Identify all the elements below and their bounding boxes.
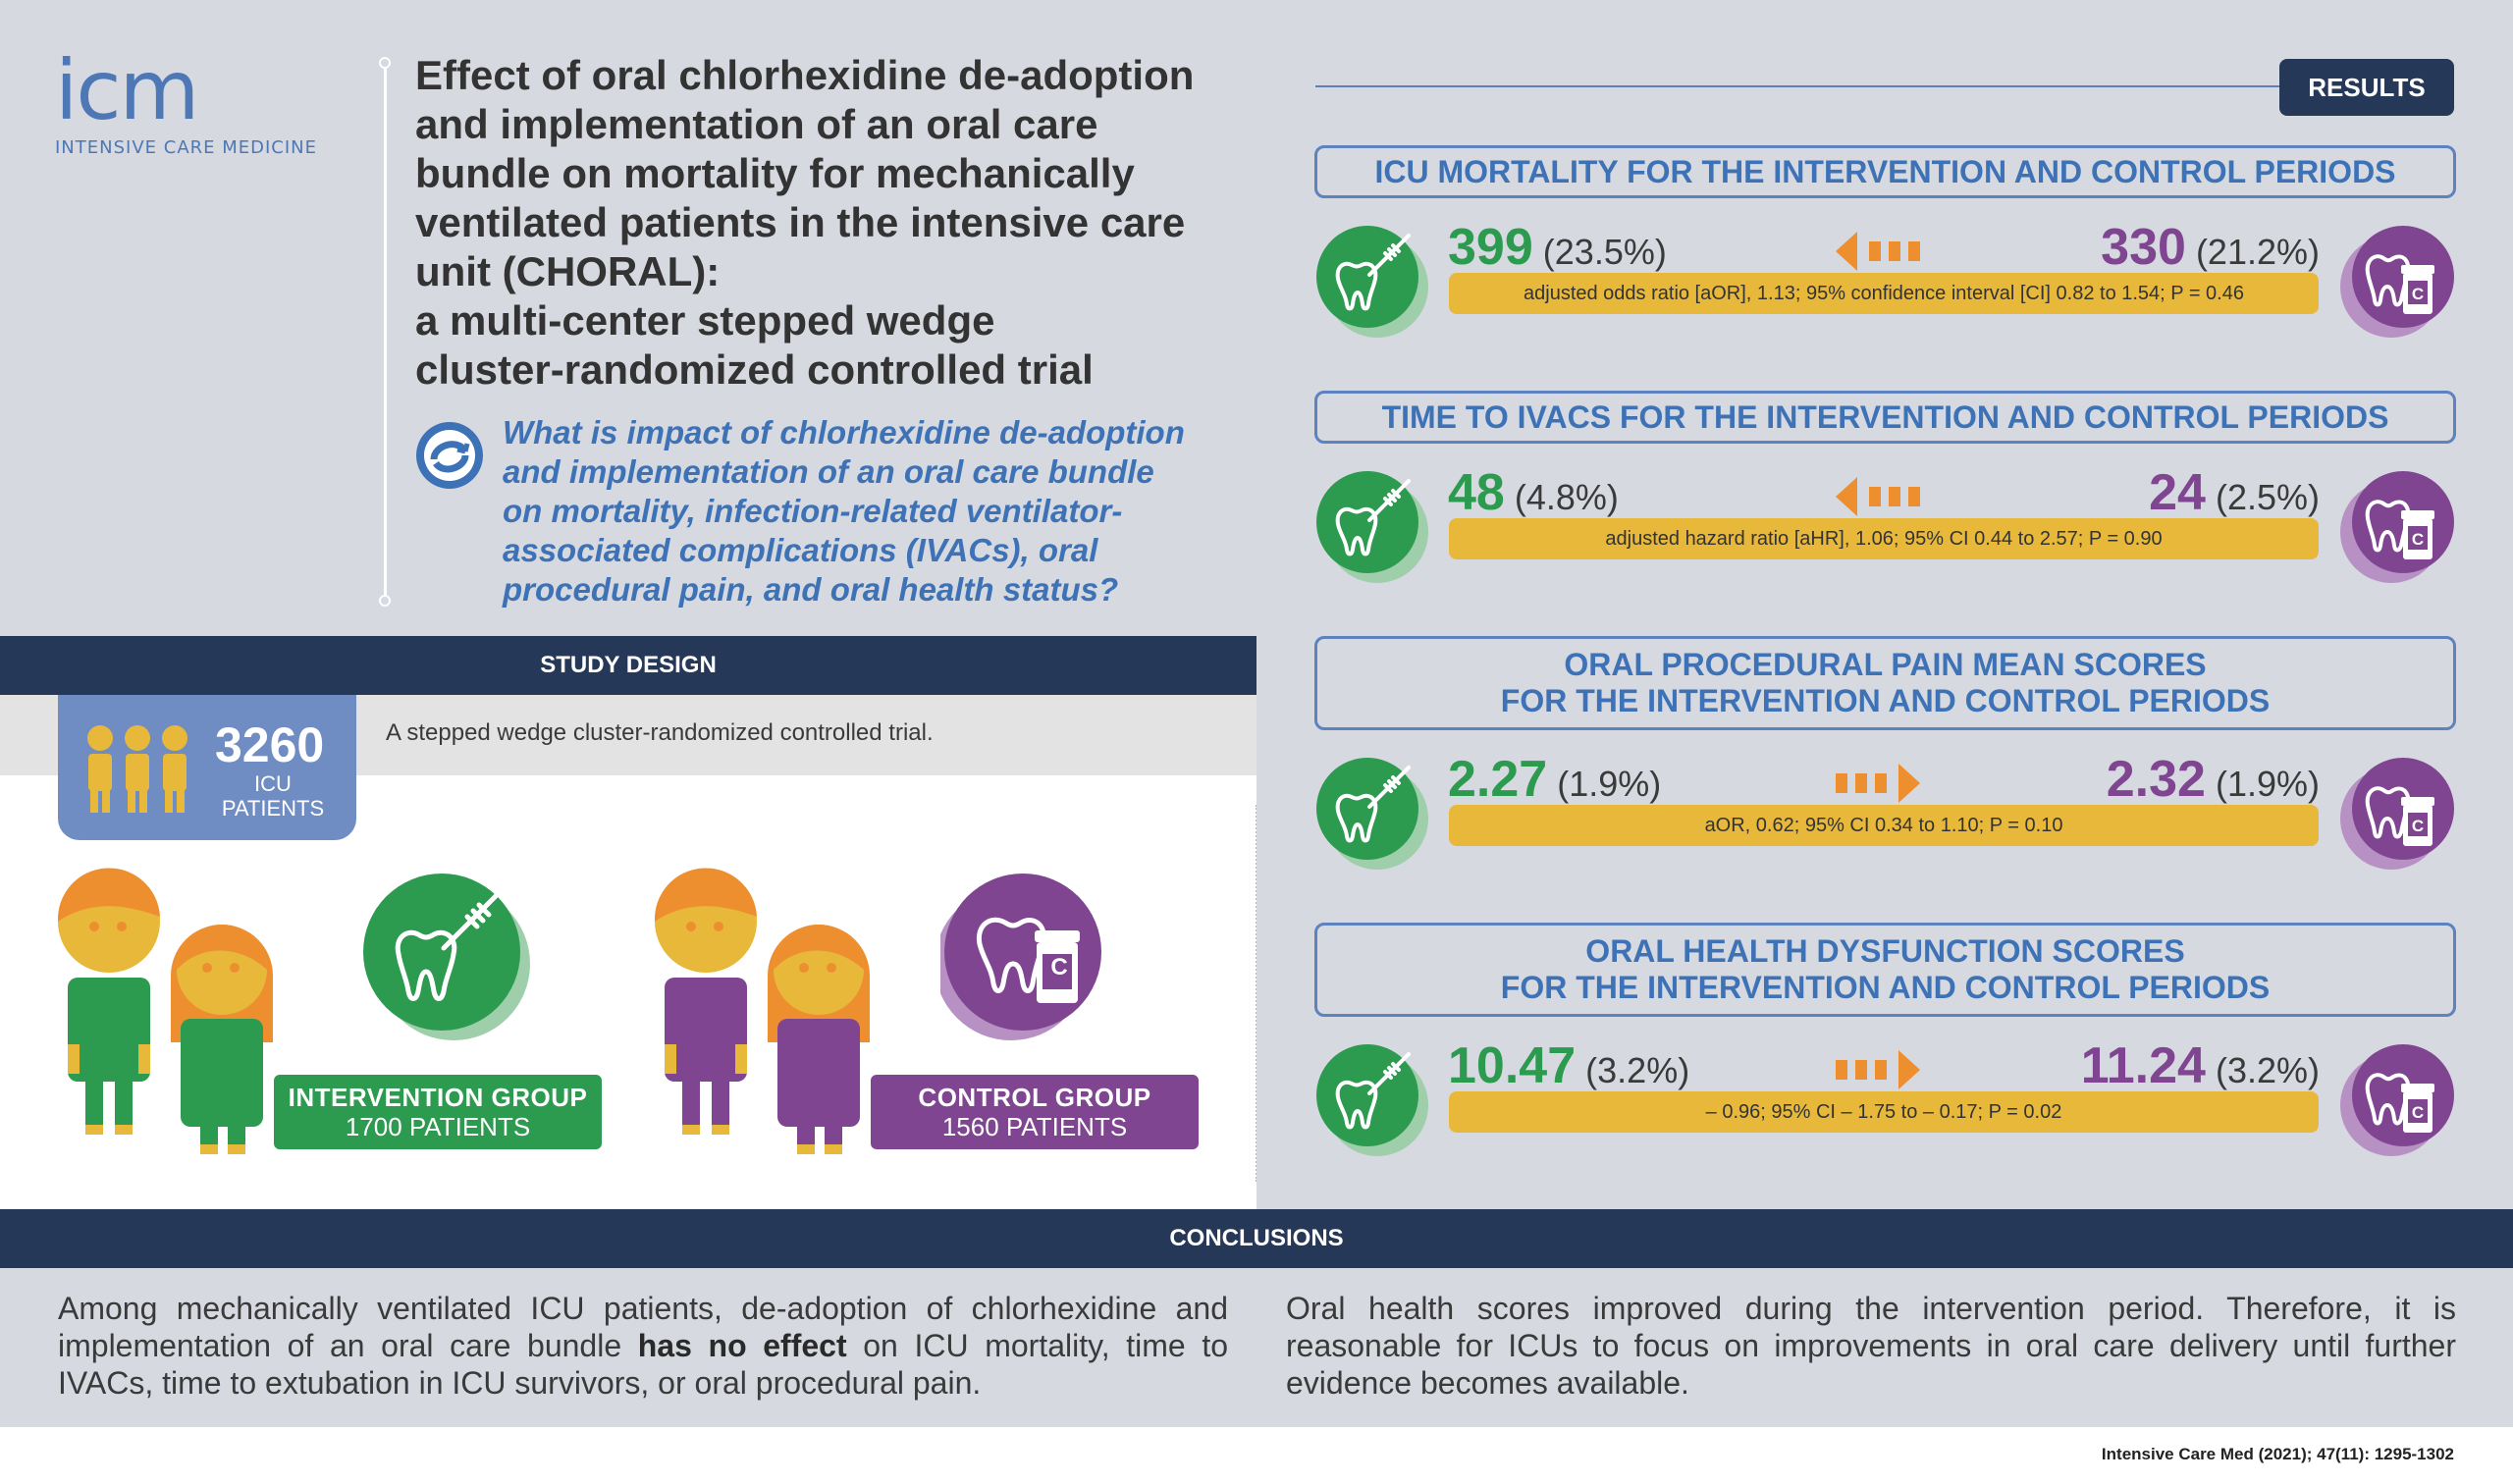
question-icon: [414, 420, 485, 496]
arrow-right-icon: [1836, 764, 1934, 808]
control-value: 2.32 (1.9%): [2106, 751, 2320, 808]
results-tag: RESULTS: [2279, 59, 2454, 116]
total-patients-label: ICU PATIENTS: [221, 771, 325, 821]
tooth-chlorhexidine-icon: C: [2338, 1042, 2456, 1161]
conclusions-header: CONCLUSIONS: [0, 1209, 2513, 1268]
conclusion-right: Oral health scores improved during the i…: [1286, 1291, 2456, 1401]
tooth-chlorhexidine-icon: C: [2338, 756, 2456, 874]
citation: Intensive Care Med (2021); 47(11): 1295-…: [2101, 1445, 2454, 1463]
conclusions-band: [0, 1268, 2513, 1427]
result-heading: ICU MORTALITY FOR THE INTERVENTION AND C…: [1314, 145, 2456, 198]
control-badge-letter: C: [1050, 954, 1068, 980]
intervention-value: 2.27 (1.9%): [1448, 751, 1662, 808]
control-value: 330 (21.2%): [2101, 219, 2320, 276]
logo-subtitle: INTENSIVE CARE MEDICINE: [55, 137, 318, 158]
svg-text:C: C: [2412, 285, 2424, 303]
arrow-left-icon: [1836, 477, 1934, 521]
conclusion-left: Among mechanically ventilated ICU patien…: [58, 1291, 1229, 1401]
study-design-header: STUDY DESIGN: [0, 636, 1256, 695]
statistics-bar: adjusted odds ratio [aOR], 1.13; 95% con…: [1449, 273, 2319, 314]
result-heading: TIME TO IVACS FOR THE INTERVENTION AND C…: [1314, 391, 2456, 444]
statistics-bar: aOR, 0.62; 95% CI 0.34 to 1.10; P = 0.10: [1449, 805, 2319, 846]
total-patients-count: 3260: [215, 717, 325, 772]
journal-logo: icm INTENSIVE CARE MEDICINE: [55, 49, 317, 158]
result-heading: ORAL HEALTH DYSFUNCTION SCORES FOR THE IN…: [1314, 923, 2456, 1017]
tooth-chlorhexidine-icon: C: [2338, 224, 2456, 343]
intervention-value: 10.47 (3.2%): [1448, 1037, 1690, 1094]
header-panel: [0, 0, 1256, 636]
svg-text:C: C: [2412, 1103, 2424, 1122]
control-value: 11.24 (3.2%): [2080, 1037, 2320, 1094]
tooth-chlorhexidine-icon: C: [2338, 469, 2456, 588]
results-rule: [1315, 85, 2297, 87]
intervention-value: 399 (23.5%): [1448, 219, 1667, 276]
control-value: 24 (2.5%): [2149, 464, 2320, 521]
arrow-right-icon: [1836, 1050, 1934, 1094]
svg-text:C: C: [2412, 530, 2424, 549]
toothbrush-icon: [1314, 224, 1428, 343]
tooth-chlorhexidine-icon: [940, 874, 1101, 1040]
control-group-label: CONTROL GROUP 1560 PATIENTS: [871, 1075, 1199, 1149]
research-question: What is impact of chlorhexidine de-adopt…: [503, 414, 1185, 608]
paper-title: Effect of oral chlorhexidine de-adoption…: [415, 52, 1195, 393]
total-patients-box: 3260 ICU PATIENTS: [58, 695, 356, 840]
divider-dot-bottom: [379, 595, 391, 607]
logo-mark: icm: [55, 42, 199, 138]
study-design-description: A stepped wedge cluster-randomized contr…: [386, 719, 934, 746]
intervention-value: 48 (4.8%): [1448, 464, 1619, 521]
toothbrush-icon: [1314, 1042, 1428, 1161]
statistics-bar: – 0.96; 95% CI – 1.75 to – 0.17; P = 0.0…: [1449, 1091, 2319, 1133]
intervention-group-people: [57, 868, 273, 1154]
result-heading: ORAL PROCEDURAL PAIN MEAN SCORES FOR THE …: [1314, 636, 2456, 730]
toothbrush-icon: [1314, 756, 1428, 874]
intervention-group-label: INTERVENTION GROUP 1700 PATIENTS: [274, 1075, 602, 1149]
divider-dot-top: [379, 57, 391, 69]
control-group-people: [654, 868, 870, 1154]
svg-text:C: C: [2412, 817, 2424, 835]
toothbrush-icon: [363, 874, 530, 1040]
title-divider: [384, 65, 387, 601]
statistics-bar: adjusted hazard ratio [aHR], 1.06; 95% C…: [1449, 518, 2319, 559]
toothbrush-icon: [1314, 469, 1428, 588]
arrow-left-icon: [1836, 232, 1934, 276]
people-icon: [87, 725, 187, 813]
